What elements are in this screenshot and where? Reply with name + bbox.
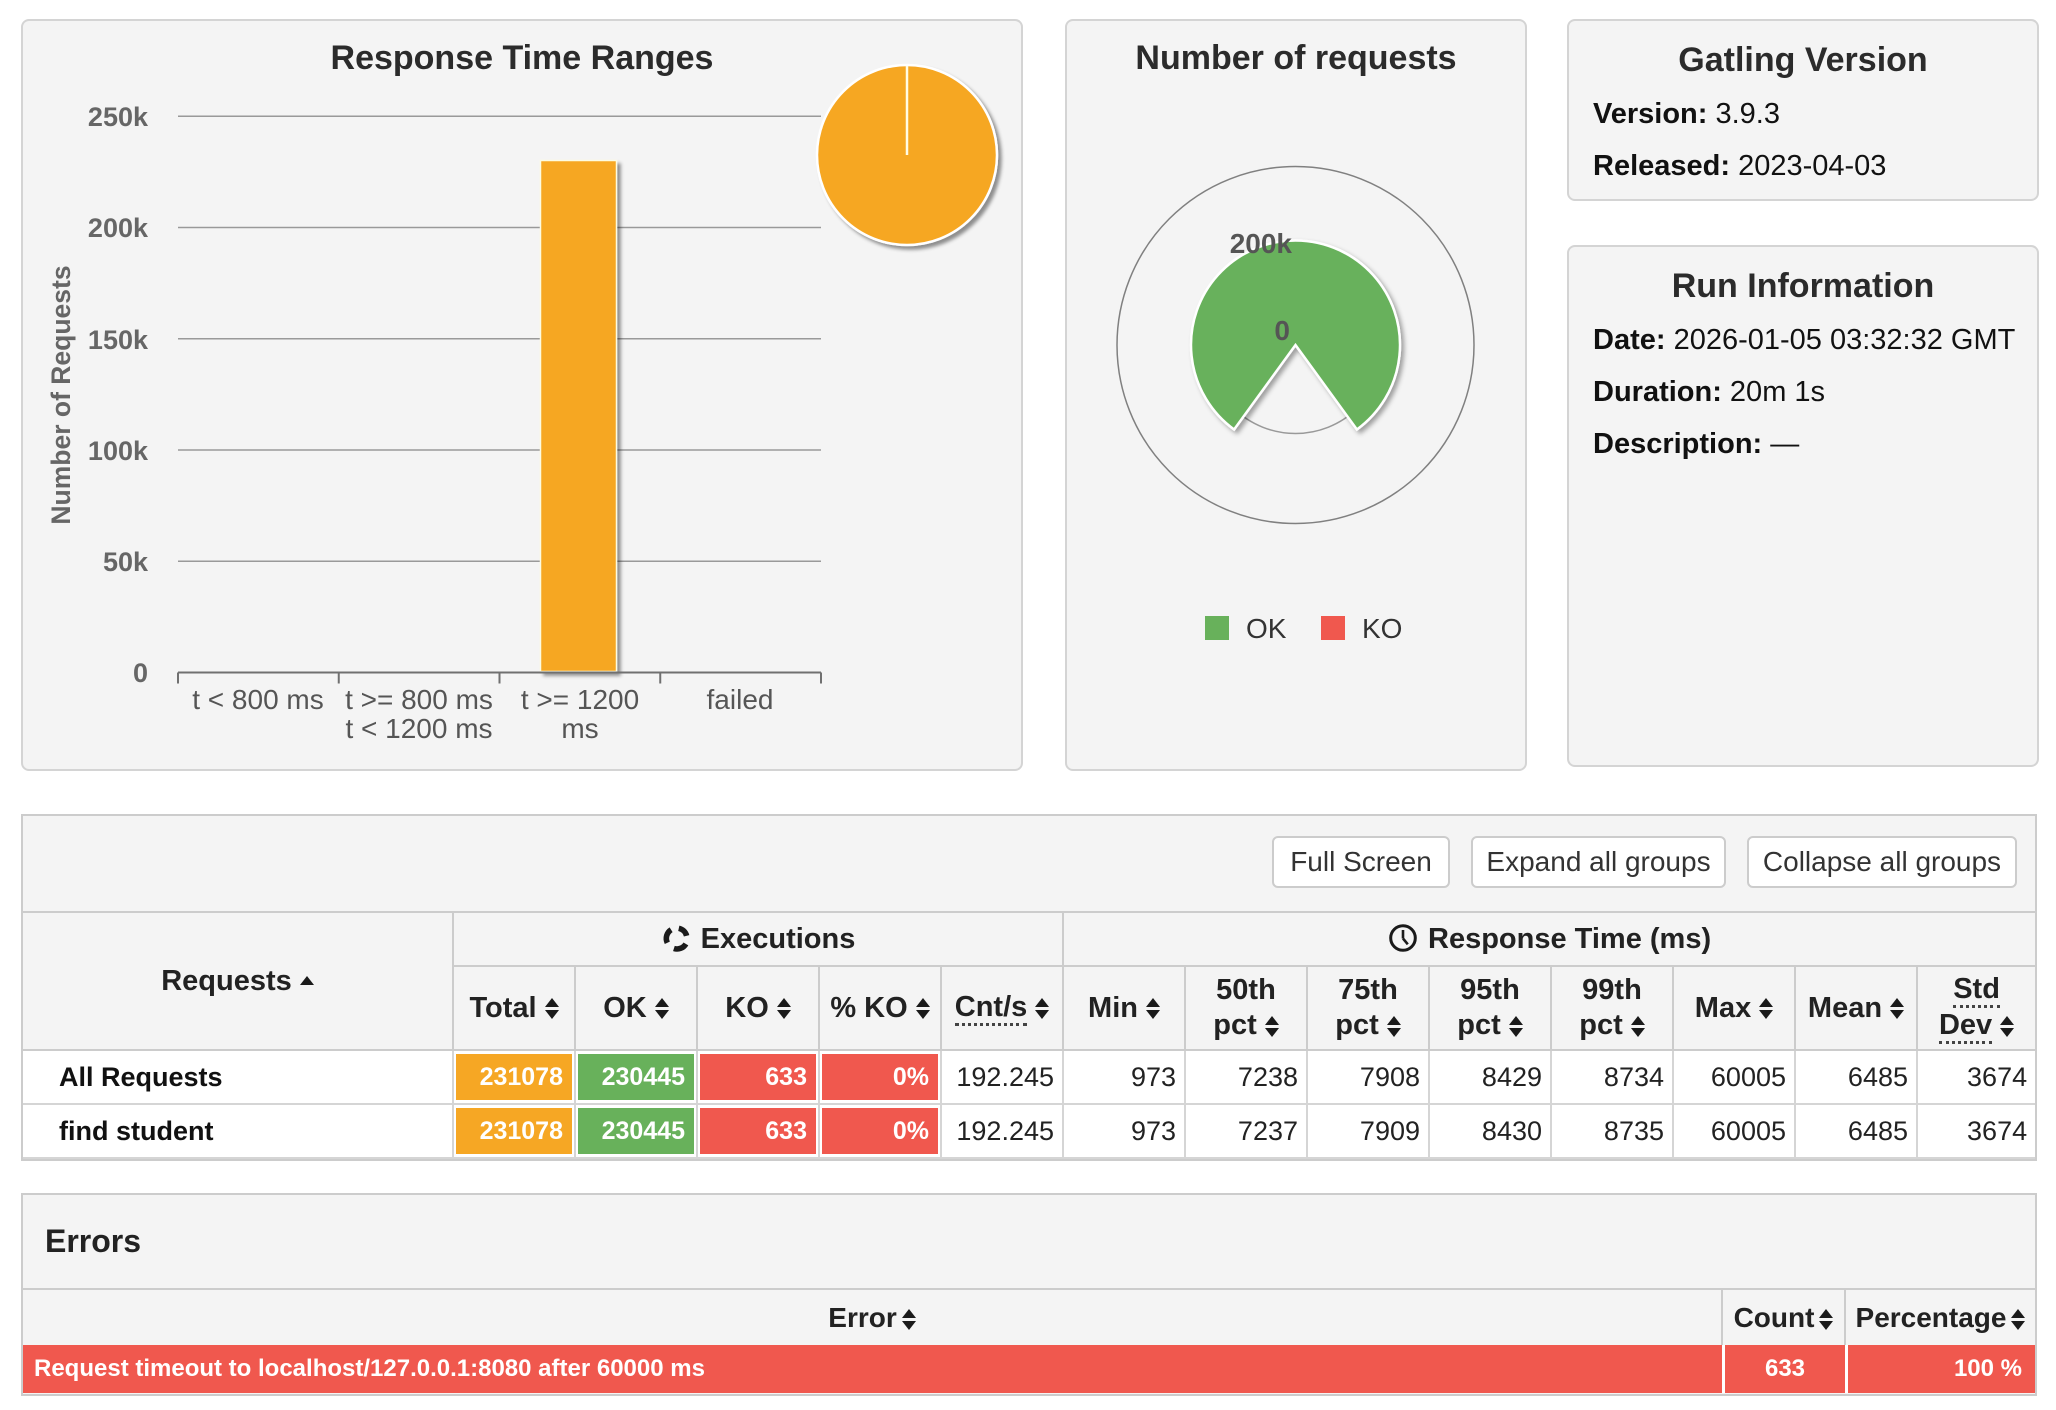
svg-text:Number of Requests: Number of Requests — [46, 265, 76, 524]
svg-text:OK: OK — [1246, 613, 1287, 644]
svg-text:50k: 50k — [103, 547, 149, 577]
svg-text:Number of requests: Number of requests — [1135, 39, 1456, 77]
svg-text:200k: 200k — [88, 213, 149, 243]
svg-text:ms: ms — [561, 713, 598, 744]
svg-text:0: 0 — [1274, 315, 1290, 346]
svg-text:t >= 800 ms: t >= 800 ms — [345, 684, 493, 715]
svg-text:100k: 100k — [88, 436, 149, 466]
svg-text:t >= 1200: t >= 1200 — [521, 684, 639, 715]
svg-text:failed: failed — [707, 684, 774, 715]
svg-text:KO: KO — [1362, 613, 1402, 644]
svg-text:t < 800 ms: t < 800 ms — [192, 684, 324, 715]
svg-text:t < 1200 ms: t < 1200 ms — [345, 713, 492, 744]
svg-text:150k: 150k — [88, 325, 149, 355]
svg-text:250k: 250k — [88, 102, 149, 132]
svg-text:200k: 200k — [1230, 228, 1293, 259]
svg-text:Response Time Ranges: Response Time Ranges — [331, 39, 714, 77]
svg-text:0: 0 — [133, 658, 148, 688]
